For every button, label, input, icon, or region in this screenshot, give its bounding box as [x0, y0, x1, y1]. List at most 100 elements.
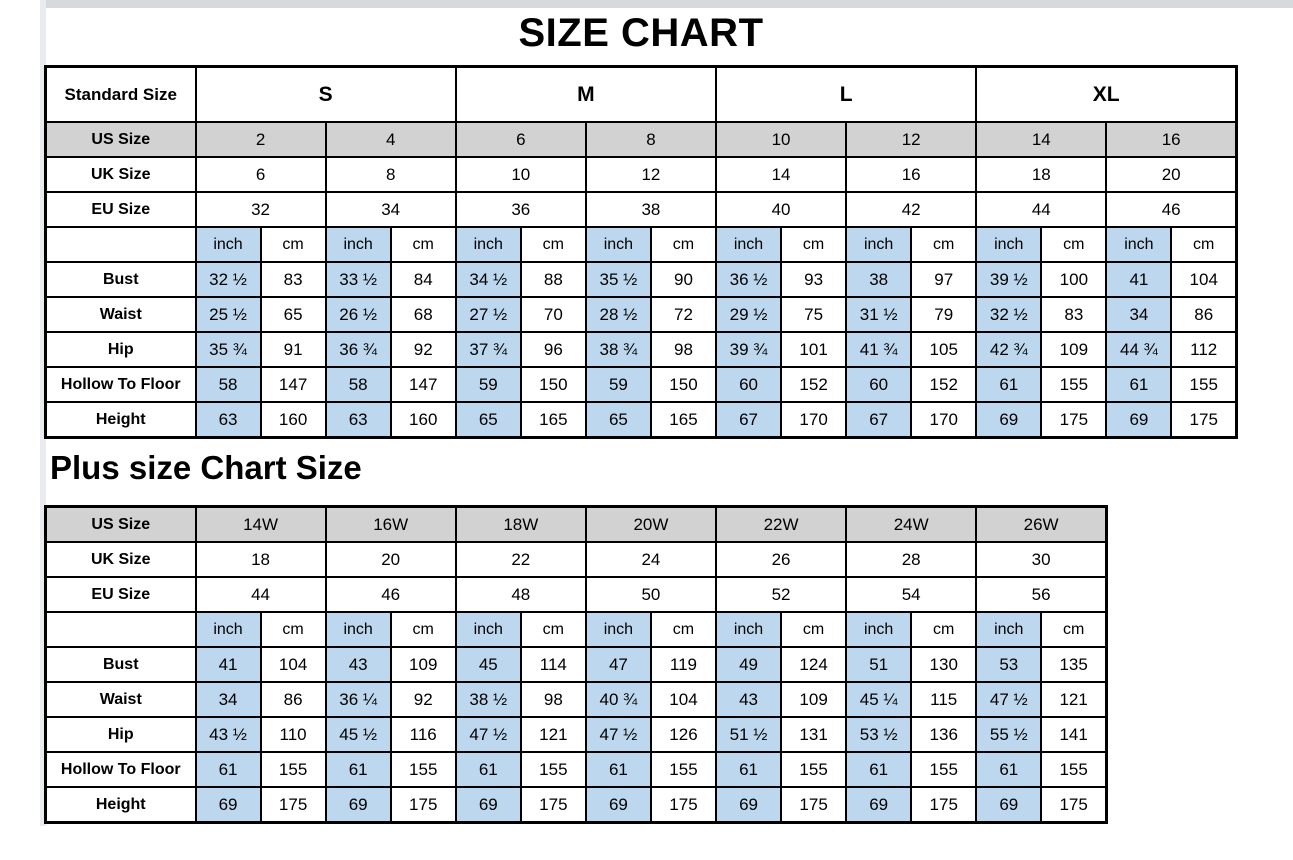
measure-row: Bust 32 ½ 83 33 ½ 84 34 ½ 88 35 ½ 90 36 ½ 93 38 97 39…: [44, 261, 1238, 298]
measure-value-cell: 155: [1040, 366, 1108, 403]
measure-value-cell: 61: [324, 751, 392, 788]
measure-value-cell: 36 ¼: [324, 681, 392, 718]
measure-value-cell: 69: [454, 786, 522, 824]
measure-value-cell: 104: [1170, 261, 1238, 298]
left-edge-artifact: [40, 0, 46, 826]
measure-value-cell: 69: [194, 786, 262, 824]
page-title: SIZE CHART: [518, 11, 764, 55]
size-value-cell: 38: [584, 191, 718, 228]
size-value-cell: 20: [324, 541, 457, 578]
measure-value-cell: 47: [584, 646, 652, 683]
measure-value-cell: 91: [259, 331, 327, 368]
unit-inch-cell: inch: [845, 611, 913, 648]
size-value-cell: 28: [845, 541, 978, 578]
measure-value-cell: 40 ¾: [584, 681, 652, 718]
size-group-cell: M: [454, 65, 718, 123]
measure-value-cell: 175: [780, 786, 848, 824]
measure-value-cell: 47 ½: [975, 681, 1043, 718]
size-row: EU Size 32 34 36 38 40 42 44 46: [44, 191, 1238, 228]
size-row-label: EU Size: [44, 191, 197, 228]
measure-value-cell: 152: [780, 366, 848, 403]
size-value-cell: 44: [194, 576, 327, 613]
measure-value-cell: 68: [389, 296, 457, 333]
measure-value-cell: 79: [910, 296, 978, 333]
measure-row-label: Height: [44, 401, 197, 439]
measure-value-cell: 67: [845, 401, 913, 439]
measure-value-cell: 100: [1040, 261, 1108, 298]
measure-value-cell: 130: [910, 646, 978, 683]
measure-value-cell: 53 ½: [845, 716, 913, 753]
measure-value-cell: 109: [389, 646, 457, 683]
measure-value-cell: 51 ½: [714, 716, 783, 753]
measure-value-cell: 126: [649, 716, 718, 753]
measure-value-cell: 38: [845, 261, 913, 298]
measure-value-cell: 58: [324, 366, 392, 403]
unit-inch-cell: inch: [714, 611, 783, 648]
measure-value-cell: 69: [714, 786, 783, 824]
unit-cm-cell: cm: [649, 226, 718, 263]
measure-value-cell: 69: [584, 786, 652, 824]
measure-value-cell: 175: [389, 786, 457, 824]
measure-value-cell: 109: [780, 681, 848, 718]
measure-row: Height 63 160 63 160 65 165 65 165 67 170 67 170 69 17…: [44, 401, 1238, 439]
size-row-label: EU Size: [44, 576, 197, 613]
measure-value-cell: 36 ¾: [324, 331, 392, 368]
unit-cm-cell: cm: [1040, 226, 1108, 263]
size-value-cell: 52: [714, 576, 848, 613]
unit-cm-cell: cm: [910, 226, 978, 263]
unit-inch-cell: inch: [584, 226, 652, 263]
measure-value-cell: 155: [389, 751, 457, 788]
unit-inch-cell: inch: [975, 226, 1043, 263]
measure-value-cell: 97: [910, 261, 978, 298]
measure-value-cell: 121: [1040, 681, 1108, 718]
measure-value-cell: 121: [519, 716, 587, 753]
size-value-cell: 20W: [584, 505, 718, 543]
unit-row: inch cm inch cm inch cm inch cm inch cm inch cm inch…: [44, 226, 1238, 263]
measure-value-cell: 175: [1040, 401, 1108, 439]
measure-value-cell: 105: [910, 331, 978, 368]
measure-row-label: Hip: [44, 716, 197, 753]
measure-value-cell: 41: [194, 646, 262, 683]
measure-value-cell: 147: [259, 366, 327, 403]
size-value-cell: 14: [975, 121, 1108, 158]
measure-row-label: Height: [44, 786, 197, 824]
measure-value-cell: 86: [1170, 296, 1238, 333]
measure-value-cell: 92: [389, 681, 457, 718]
size-value-cell: 16W: [324, 505, 457, 543]
measure-value-cell: 61: [714, 751, 783, 788]
measure-value-cell: 63: [194, 401, 262, 439]
measure-value-cell: 69: [845, 786, 913, 824]
measure-value-cell: 61: [975, 751, 1043, 788]
measure-value-cell: 112: [1170, 331, 1238, 368]
size-value-cell: 6: [194, 156, 327, 193]
measure-value-cell: 42 ¾: [975, 331, 1043, 368]
unit-cm-cell: cm: [389, 226, 457, 263]
size-value-cell: 54: [845, 576, 978, 613]
size-value-cell: 12: [584, 156, 718, 193]
measure-row: Waist 34 86 36 ¼ 92 38 ½ 98 40 ¾ 104 43 109 45 ¼ 115…: [44, 681, 1108, 718]
unit-row-empty-cell: [44, 226, 197, 263]
measure-row: Hollow To Floor 58 147 58 147 59 150 59 150 60 152…: [44, 366, 1238, 403]
measure-value-cell: 43: [324, 646, 392, 683]
measure-value-cell: 175: [910, 786, 978, 824]
measure-value-cell: 39 ¾: [714, 331, 783, 368]
size-value-cell: 46: [1105, 191, 1238, 228]
measure-value-cell: 110: [259, 716, 327, 753]
measure-value-cell: 63: [324, 401, 392, 439]
size-value-cell: 22W: [714, 505, 848, 543]
unit-cm-cell: cm: [1040, 611, 1108, 648]
measure-value-cell: 61: [845, 751, 913, 788]
size-value-cell: 26: [714, 541, 848, 578]
size-value-cell: 42: [845, 191, 978, 228]
measure-value-cell: 155: [519, 751, 587, 788]
size-value-cell: 14W: [194, 505, 327, 543]
size-value-cell: 44: [975, 191, 1108, 228]
unit-inch-cell: inch: [194, 611, 262, 648]
measure-value-cell: 86: [259, 681, 327, 718]
measure-value-cell: 29 ½: [714, 296, 783, 333]
measure-value-cell: 28 ½: [584, 296, 652, 333]
size-row: UK Size 6 8 10 12 14 16 18 20: [44, 156, 1238, 193]
measure-row: Bust 41 104 43 109 45 114 47 119 49 124 51 130 53 135: [44, 646, 1108, 683]
measure-value-cell: 90: [649, 261, 718, 298]
measure-value-cell: 41 ¾: [845, 331, 913, 368]
